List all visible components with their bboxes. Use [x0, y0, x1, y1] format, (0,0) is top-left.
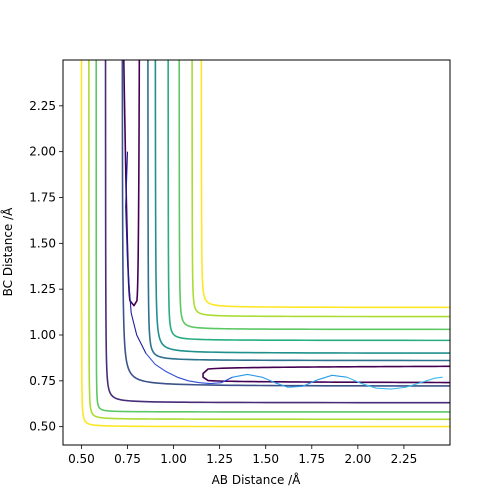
x-axis-ticks: 0.50 0.75 1.00 1.25 1.50 1.75 2.00 2.25	[68, 445, 417, 466]
y-axis-label: BC Distance /Å	[0, 207, 15, 297]
trajectory-segment	[346, 376, 443, 390]
y-tick-label: 2.25	[29, 99, 56, 113]
y-tick-label: 1.75	[29, 191, 56, 205]
y-axis-ticks: 0.50 0.75 1.00 1.25 1.50 1.75 2.00 2.25	[29, 99, 63, 434]
y-tick-label: 0.50	[29, 420, 56, 434]
trajectory-segment	[125, 151, 147, 354]
axes-frame	[62, 59, 451, 446]
contour-level-12	[80, 60, 450, 428]
contour-level-6	[167, 60, 450, 342]
contour-level-3	[121, 60, 450, 387]
y-tick-label: 1.00	[29, 328, 56, 342]
x-axis-label: AB Distance /Å	[212, 472, 302, 487]
contour-level-2	[104, 60, 450, 404]
contour-level-8	[191, 60, 450, 318]
contour-level-4	[147, 60, 450, 362]
contour-level-10	[95, 60, 450, 413]
x-tick-label: 1.00	[160, 452, 187, 466]
x-tick-label: 1.75	[298, 452, 325, 466]
x-tick-label: 2.00	[344, 452, 371, 466]
y-tick-label: 1.25	[29, 282, 56, 296]
contour-level-1	[122, 60, 450, 384]
contour-level-7	[178, 60, 450, 331]
contour-level-9	[200, 60, 450, 309]
x-tick-label: 2.25	[391, 452, 418, 466]
y-tick-label: 0.75	[29, 374, 56, 388]
contour-level-5	[154, 60, 450, 354]
y-tick-label: 1.50	[29, 236, 56, 250]
trajectory-segment	[145, 352, 233, 385]
x-tick-label: 1.50	[252, 452, 279, 466]
trajectory-segment	[232, 373, 347, 388]
contour-lines	[80, 60, 450, 428]
contour-level-11	[88, 60, 450, 421]
y-tick-label: 2.00	[29, 145, 56, 159]
trajectory-line	[125, 151, 443, 390]
x-tick-label: 0.75	[114, 452, 141, 466]
x-tick-label: 0.50	[68, 452, 95, 466]
x-tick-label: 1.25	[206, 452, 233, 466]
